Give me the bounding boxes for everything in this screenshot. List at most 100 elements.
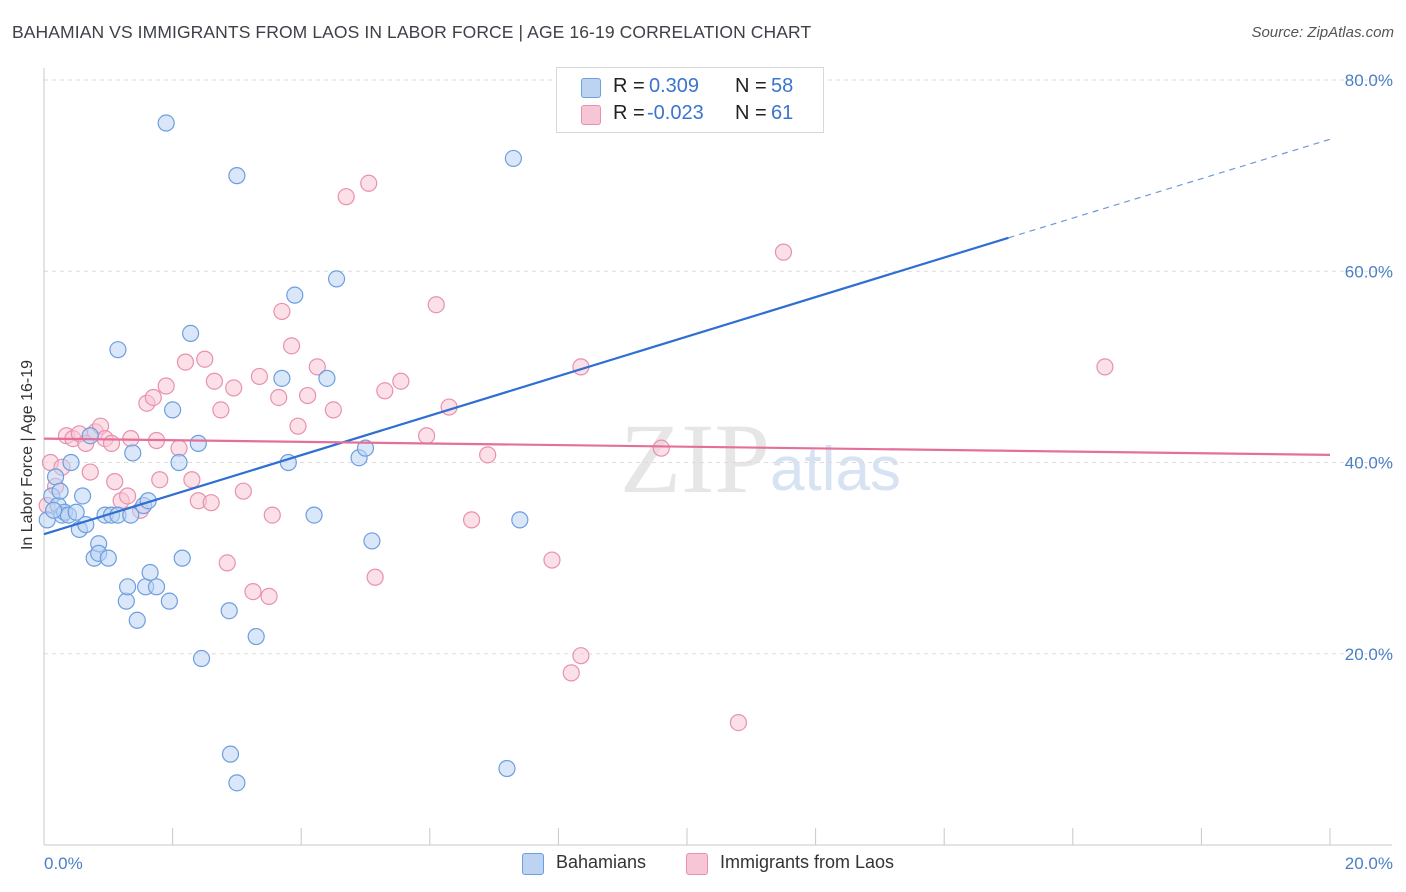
y-tick-label: 60.0%	[1345, 262, 1393, 281]
correlation-legend: R = 0.309 N = 58 R = -0.023 N = 61	[556, 67, 824, 133]
data-point	[46, 468, 65, 486]
data-point	[234, 482, 252, 500]
data-point	[462, 511, 481, 529]
watermark-atlas: atlas	[770, 435, 901, 504]
data-point	[128, 611, 146, 629]
data-point	[118, 578, 137, 596]
data-point	[189, 434, 207, 452]
series-immigrants-from-laos	[38, 174, 1114, 732]
data-point	[51, 482, 69, 500]
data-point	[218, 554, 236, 572]
blue-swatch	[522, 853, 544, 875]
data-point	[221, 745, 240, 763]
data-point	[260, 587, 278, 605]
r-value: 0.309	[649, 75, 700, 97]
data-point	[318, 369, 336, 387]
data-point	[102, 434, 121, 452]
axes	[43, 68, 1392, 846]
data-point	[81, 463, 99, 481]
watermark-zip: ZIP	[620, 403, 770, 514]
data-point	[106, 473, 124, 491]
data-point	[324, 401, 342, 419]
data-point	[225, 379, 243, 397]
data-point	[183, 471, 201, 489]
data-point	[109, 341, 127, 359]
data-point	[81, 427, 99, 445]
data-point	[427, 296, 445, 314]
data-point	[212, 401, 230, 419]
data-point	[196, 350, 214, 368]
data-point	[117, 592, 135, 610]
data-point	[543, 551, 561, 569]
data-point	[498, 759, 516, 778]
chart-title: BAHAMIAN VS IMMIGRANTS FROM LAOS IN LABO…	[12, 22, 812, 42]
data-point	[250, 367, 269, 386]
data-point	[270, 388, 288, 407]
data-point	[282, 337, 301, 355]
data-point	[244, 582, 262, 601]
trend-line-bahamians-extension	[1008, 138, 1331, 239]
x-tick-label: 0.0%	[44, 854, 83, 873]
legend-label: Bahamians	[556, 852, 647, 872]
data-point	[151, 471, 169, 489]
data-point	[124, 444, 142, 462]
data-point	[572, 647, 590, 665]
data-point	[286, 286, 304, 304]
data-point	[205, 372, 223, 390]
data-point	[157, 377, 175, 395]
data-point	[562, 664, 580, 682]
data-point	[157, 114, 175, 132]
data-point	[511, 511, 529, 529]
blue-swatch	[581, 78, 601, 98]
source-label: Source: ZipAtlas.com	[1251, 24, 1394, 41]
data-point	[327, 270, 346, 288]
n-label: N =	[735, 75, 767, 97]
data-point	[392, 372, 410, 390]
data-point	[170, 453, 188, 472]
trend-line-bahamians	[43, 236, 1009, 536]
data-point	[273, 369, 291, 387]
data-point	[273, 302, 291, 321]
y-tick-label: 40.0%	[1345, 454, 1393, 473]
data-point	[202, 494, 220, 512]
data-point	[417, 427, 436, 445]
data-point	[308, 358, 326, 376]
trend-lines	[43, 138, 1331, 536]
data-point	[62, 453, 80, 472]
data-point	[299, 386, 317, 405]
data-point	[479, 446, 497, 464]
pink-swatch	[686, 853, 708, 875]
n-value: 58	[771, 75, 794, 97]
data-point	[220, 602, 238, 620]
data-point	[1096, 358, 1114, 376]
n-label: N =	[735, 102, 767, 124]
data-point	[147, 578, 166, 596]
data-point	[337, 188, 355, 206]
data-point	[228, 774, 246, 792]
grid-lines	[44, 79, 1392, 655]
n-value: 61	[771, 102, 794, 124]
trend-line-laos	[43, 437, 1331, 456]
data-point	[356, 439, 375, 457]
data-point	[652, 439, 670, 457]
data-point	[729, 713, 748, 732]
data-point	[228, 167, 246, 185]
data-point	[141, 563, 159, 582]
data-point	[176, 353, 195, 371]
tick-labels: 20.0% 40.0% 60.0% 80.0% 0.0% 20.0%	[44, 71, 1393, 873]
data-point	[170, 439, 188, 457]
series-bahamians	[38, 114, 529, 792]
data-point	[774, 243, 793, 261]
data-point	[160, 592, 178, 610]
data-point	[144, 388, 162, 407]
data-point	[289, 417, 307, 435]
y-tick-label: 80.0%	[1345, 71, 1393, 90]
x-tick-label: 20.0%	[1345, 854, 1393, 873]
data-point	[67, 503, 85, 521]
data-point	[305, 506, 323, 524]
data-point	[118, 487, 137, 505]
pink-swatch	[581, 105, 601, 125]
r-label: R =	[613, 75, 645, 97]
data-point	[164, 401, 182, 419]
